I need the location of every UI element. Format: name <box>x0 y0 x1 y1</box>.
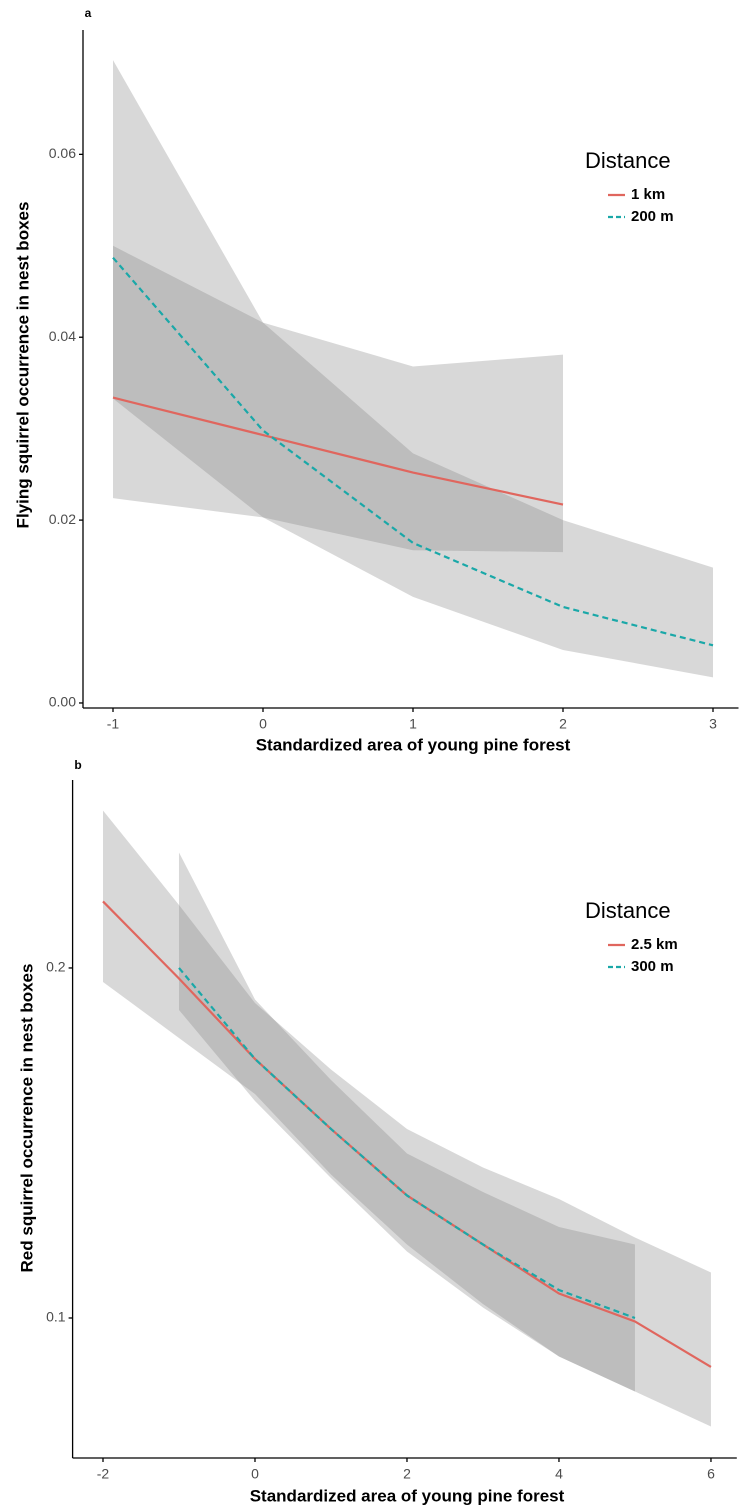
confidence-band <box>113 245 563 553</box>
legend-entry: 200 m <box>631 208 674 225</box>
series-line <box>112 256 714 647</box>
y-tick-label: 0.02 <box>49 511 76 527</box>
series-line <box>178 967 636 1320</box>
legend-title: Distance <box>585 148 671 173</box>
y-tick-label: 0.1 <box>46 1309 66 1325</box>
y-axis-title: Flying squirrel occurrence in nest boxes <box>13 202 32 529</box>
y-tick-label: 0.06 <box>49 145 76 161</box>
x-tick-label: 0 <box>259 716 267 732</box>
x-tick-label: -2 <box>97 1466 110 1482</box>
x-tick-label: 1 <box>409 716 417 732</box>
x-tick-label: 2 <box>559 716 567 732</box>
panel-label: a <box>85 6 92 20</box>
x-axis-title: Standardized area of young pine forest <box>256 735 571 754</box>
legend-entry: 300 m <box>631 958 674 975</box>
y-tick-label: 0.2 <box>46 959 66 975</box>
x-axis-title: Standardized area of young pine forest <box>250 1486 565 1505</box>
x-tick-label: 2 <box>403 1466 411 1482</box>
confidence-band <box>113 60 713 678</box>
x-tick-label: 3 <box>709 716 717 732</box>
confidence-band <box>102 810 711 1427</box>
legend-title: Distance <box>585 898 671 923</box>
y-axis-title: Red squirrel occurrence in nest boxes <box>17 964 36 1273</box>
x-tick-label: -1 <box>107 716 120 732</box>
y-tick-label: 0.04 <box>49 328 76 344</box>
panel-label: b <box>74 758 81 772</box>
confidence-band <box>178 852 635 1392</box>
series-line <box>112 396 564 506</box>
x-tick-label: 4 <box>555 1466 563 1482</box>
legend-entry: 1 km <box>631 186 665 203</box>
legend-entry: 2.5 km <box>631 936 678 953</box>
x-tick-label: 6 <box>707 1466 715 1482</box>
x-tick-label: 0 <box>251 1466 259 1482</box>
y-tick-label: 0.00 <box>49 694 76 710</box>
